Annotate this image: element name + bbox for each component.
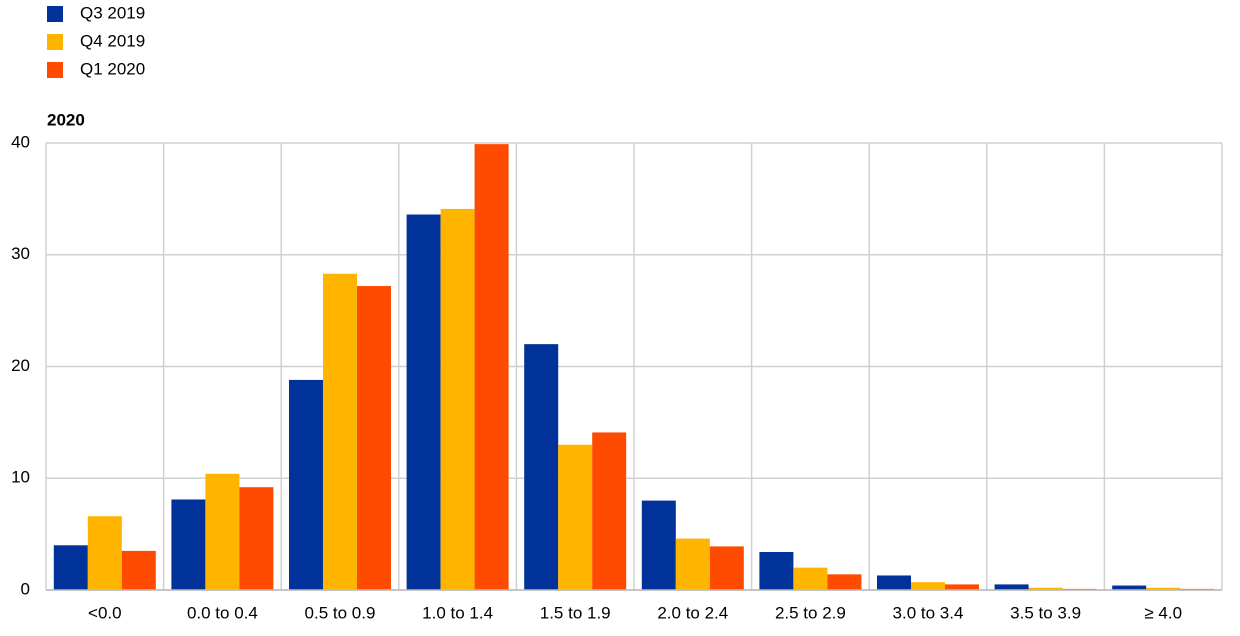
bar <box>1112 585 1147 590</box>
bar <box>1028 587 1063 590</box>
bar <box>440 208 475 590</box>
bar <box>289 379 323 590</box>
bar <box>474 144 509 590</box>
y-tick-label: 30 <box>11 244 30 263</box>
x-tick-label: 1.5 to 1.9 <box>540 603 611 622</box>
bar <box>827 574 862 590</box>
legend-swatch <box>47 34 63 50</box>
bar <box>121 550 156 590</box>
bar <box>911 582 945 590</box>
y-tick-label: 10 <box>11 468 30 487</box>
bar <box>406 214 441 590</box>
bar <box>524 344 559 590</box>
bar <box>53 545 88 590</box>
bar <box>87 516 122 590</box>
bar <box>171 499 206 590</box>
x-tick-label: 0.0 to 0.4 <box>187 603 258 622</box>
bar <box>323 273 357 590</box>
bar <box>1146 587 1181 590</box>
x-tick-label: <0.0 <box>88 603 122 622</box>
x-tick-label: 0.5 to 0.9 <box>305 603 376 622</box>
legend-swatch <box>47 6 63 22</box>
x-tick-label: 1.0 to 1.4 <box>422 603 493 622</box>
bar <box>357 286 391 590</box>
bar <box>641 500 676 590</box>
x-tick-label: 3.0 to 3.4 <box>893 603 964 622</box>
y-tick-label: 40 <box>11 132 30 151</box>
legend-label: Q4 2019 <box>80 31 145 50</box>
bar <box>945 584 979 590</box>
chart-subtitle: 2020 <box>47 110 85 129</box>
bar <box>675 538 710 590</box>
x-tick-label: ≥ 4.0 <box>1144 603 1182 622</box>
bar <box>239 487 274 590</box>
bar <box>709 546 744 590</box>
bar <box>759 552 794 590</box>
bar <box>877 575 911 590</box>
x-tick-label: 2.5 to 2.9 <box>775 603 846 622</box>
legend-swatch <box>47 62 63 78</box>
y-tick-label: 20 <box>11 356 30 375</box>
legend-label: Q1 2020 <box>80 59 145 78</box>
bar <box>994 584 1029 590</box>
bar <box>793 567 828 590</box>
bar <box>592 432 627 590</box>
bar <box>558 444 593 590</box>
x-tick-label: 2.0 to 2.4 <box>657 603 728 622</box>
bar <box>205 473 240 590</box>
x-tick-label: 3.5 to 3.9 <box>1010 603 1081 622</box>
legend-label: Q3 2019 <box>80 3 145 22</box>
y-tick-label: 0 <box>21 579 30 598</box>
